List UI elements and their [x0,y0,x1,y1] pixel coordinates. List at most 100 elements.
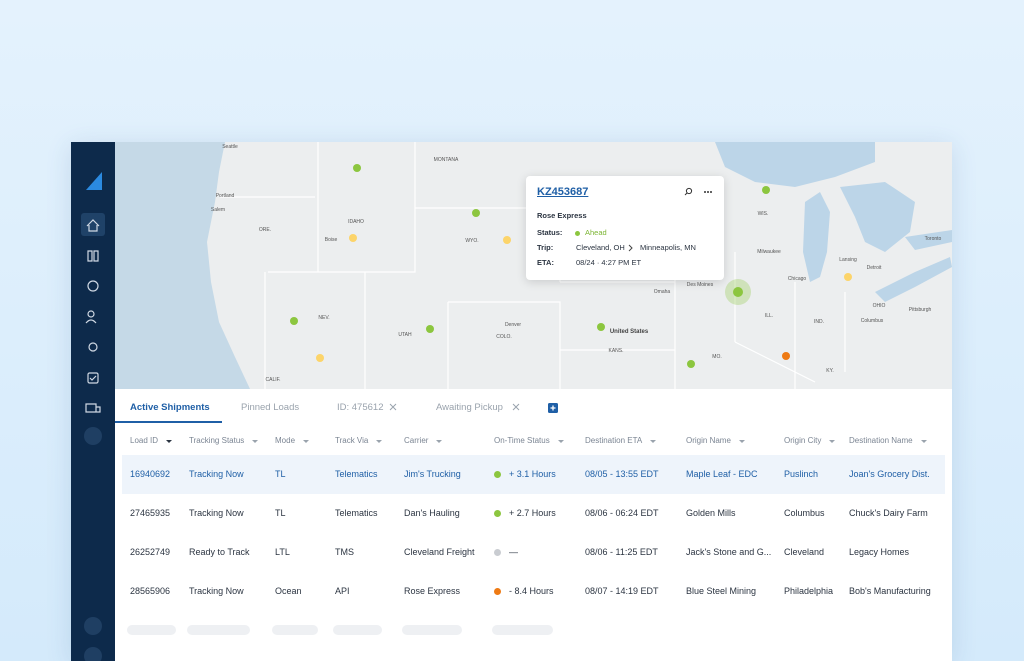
nav-tasks[interactable] [87,372,99,384]
map-label: KANS. [608,348,624,354]
popup-status: Ahead [585,228,607,237]
table-cell: Philadelphia [784,586,834,596]
skeleton [127,625,176,635]
marker[interactable] [349,234,357,242]
sidebar [71,142,115,661]
table-cell: + 3.1 Hours [509,469,556,479]
marker[interactable] [782,352,790,360]
table-cell: 27465935 [130,508,171,518]
status-dot [494,549,501,556]
map-label: Milwaukee [757,249,781,255]
lake-erie [875,257,952,302]
popup-id[interactable]: KZ453687 [537,186,589,198]
map-label: WIS. [757,211,769,217]
map-label: CALIF. [265,377,281,383]
column-header[interactable]: Load ID [130,436,159,445]
column-header[interactable]: Destination Name [849,436,913,445]
table-cell: Cleveland [784,547,825,557]
popup-icons[interactable] [684,187,714,197]
tab-active[interactable]: Active Shipments [130,402,210,413]
column-header[interactable]: Destination ETA [585,436,643,445]
popup-carrier: Rose Express [537,211,587,220]
nav-settings[interactable] [88,342,98,352]
marker[interactable] [290,317,298,325]
map-label: IND. [814,319,824,325]
tab[interactable]: ID: 475612 [337,402,384,413]
map-label: Pittsburgh [908,307,932,313]
marker[interactable] [597,323,605,331]
sort-caret [303,440,310,443]
table-cell: API [335,586,350,596]
nav-truck[interactable] [85,403,101,413]
marker[interactable] [503,236,511,244]
column-header[interactable]: Track Via [335,436,369,445]
marker[interactable] [733,287,743,297]
map-label: OHIO [872,303,886,309]
skeleton [272,625,318,635]
popup-eta: 08/24 · 4:27 PM ET [576,258,642,267]
table-cell: — [509,547,518,557]
tab[interactable]: Pinned Loads [241,402,300,413]
sort-caret [650,440,657,443]
table-cell: Dan's Hauling [404,508,460,518]
map-label: MONTANA [433,157,459,163]
marker[interactable] [687,360,695,368]
sort-caret [252,440,259,443]
map-label: Detroit [866,265,882,271]
table-cell: Bob's Manufacturing [849,586,931,596]
marker[interactable] [762,186,770,194]
map-label: NEV. [318,315,330,321]
marker[interactable] [844,273,852,281]
column-header[interactable]: Tracking Status [189,436,245,445]
nav-active[interactable] [81,213,105,236]
row-highlight [122,455,945,494]
column-header[interactable]: Origin City [784,436,822,445]
lake-ontario [905,230,952,250]
sort-caret [829,440,836,443]
map-label: WYO. [465,238,479,244]
status-dot [494,588,501,595]
lake-michigan [803,192,830,282]
skeleton [492,625,553,635]
sort-caret [738,440,745,443]
marker[interactable] [472,209,480,217]
map-label: Portland [215,193,235,199]
arrow-icon [628,244,633,252]
status-dot [575,231,580,236]
column-header[interactable]: Carrier [404,436,429,445]
map-label: Chicago [787,276,807,282]
table-cell: Jack's Stone and G... [686,547,772,557]
tab-close[interactable] [512,403,520,411]
table-cell: TMS [335,547,354,557]
nav-users[interactable] [87,310,95,318]
sort-caret [166,440,173,443]
tab[interactable]: Awaiting Pickup [436,402,503,413]
map-label: Boise [324,237,338,243]
map-label: Lansing [839,257,857,263]
marker[interactable] [316,354,324,362]
marker[interactable] [353,164,361,172]
nav-placeholder [84,427,102,445]
map-label: MO. [712,354,722,360]
map-label: Toronto [924,236,942,242]
tab-close[interactable] [389,403,397,411]
map-label: United States [609,329,649,335]
map-label: Salem [210,207,226,213]
sort-caret [376,440,383,443]
map-label: ORE. [258,227,272,233]
nav-home[interactable] [86,219,100,232]
column-header[interactable]: Mode [275,436,296,445]
column-header[interactable]: On-Time Status [494,436,550,445]
tab-add[interactable] [548,403,558,413]
tab-underline [115,421,222,423]
table-cell: Jim's Trucking [404,469,461,479]
column-header[interactable]: Origin Name [686,436,731,445]
table-cell: TL [275,469,286,479]
table-cell: Cleveland Freight [404,547,475,557]
nav-history[interactable] [87,280,99,292]
map-label: Seattle [222,144,238,150]
nav-loads[interactable] [87,250,99,262]
marker[interactable] [426,325,434,333]
table-cell: TL [275,508,286,518]
